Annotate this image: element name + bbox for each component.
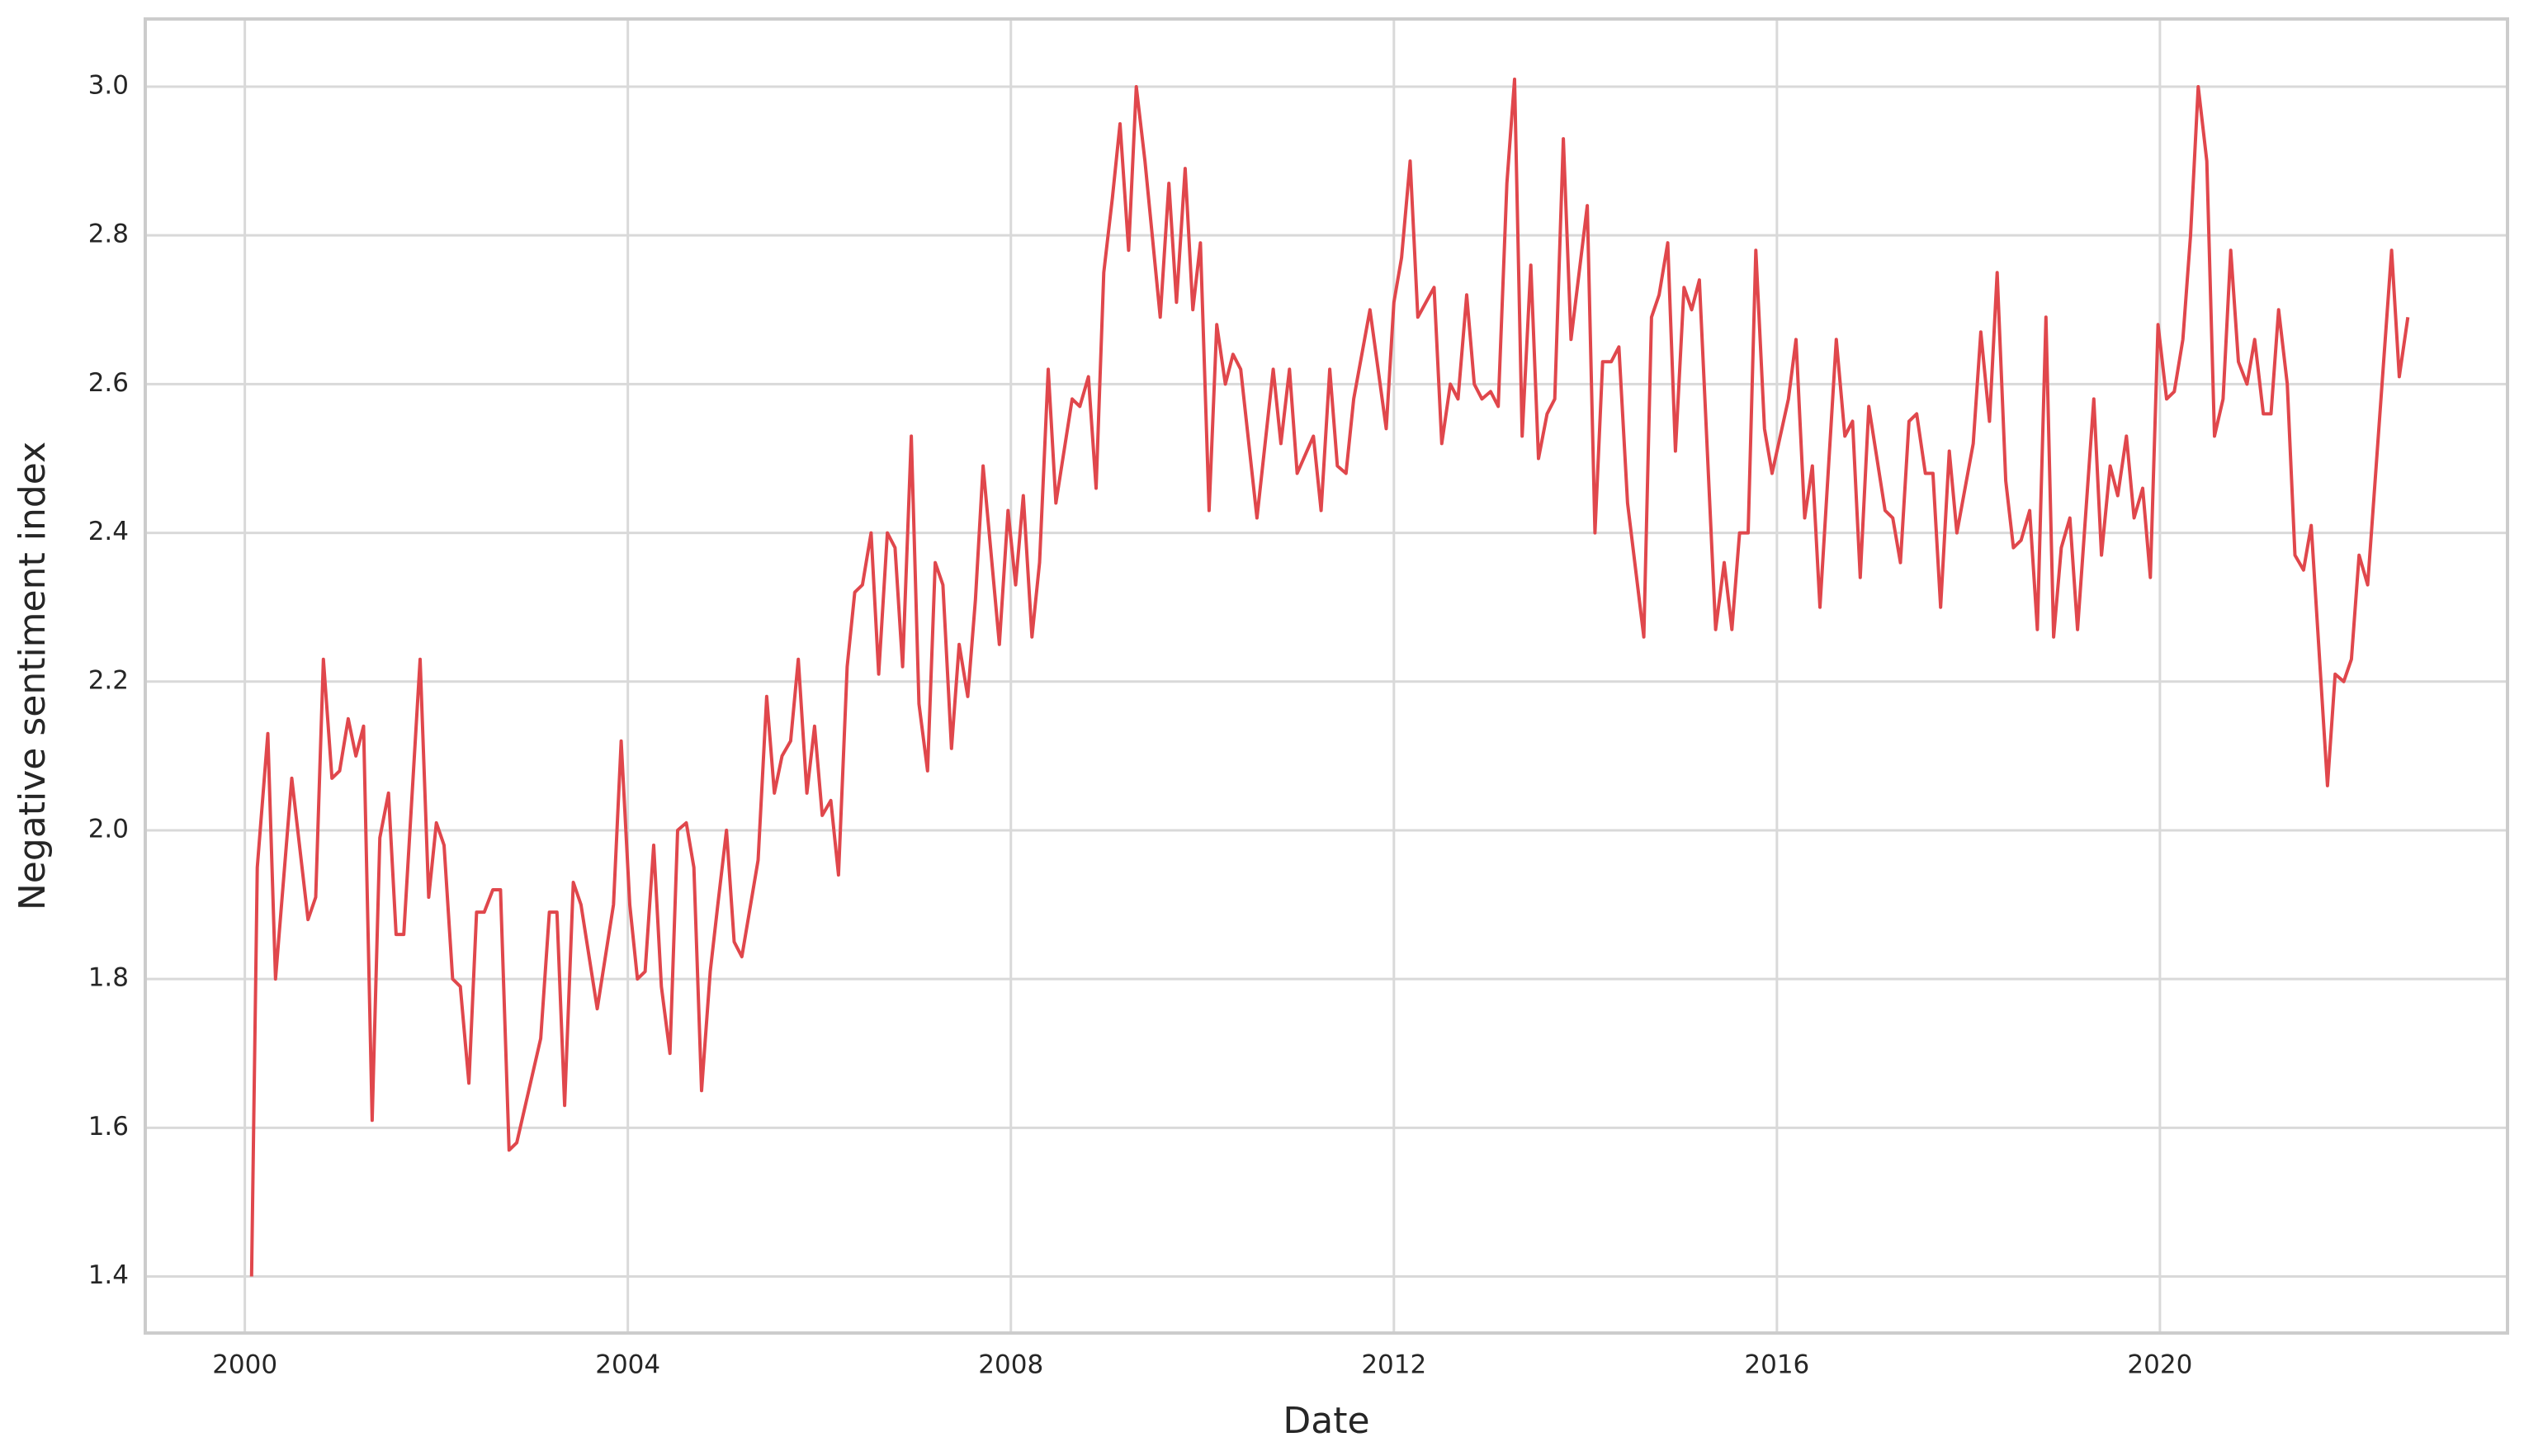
plot-frame [144,17,2509,1335]
x-axis-title: Date [1283,1400,1369,1442]
y-tick-label: 2.0 [88,814,129,844]
x-tick-label: 2004 [595,1350,660,1380]
y-tick-label: 1.6 [88,1112,129,1142]
y-tick-label: 2.2 [88,665,129,695]
x-tick-label: 2008 [978,1350,1043,1380]
x-tick-label: 2000 [212,1350,277,1380]
y-tick-label: 1.4 [88,1260,129,1290]
y-tick-label: 2.8 [88,220,129,249]
y-tick-label: 2.6 [88,368,129,398]
y-tick-label: 1.8 [88,963,129,993]
x-tick-label: 2020 [2127,1350,2192,1380]
data-line [249,78,2410,1277]
x-tick-label: 2016 [1744,1350,1809,1380]
y-axis-title: Negative sentiment index [12,442,54,910]
x-tick-label: 2012 [1361,1350,1426,1380]
grid [145,19,2507,1333]
y-tick-label: 2.4 [88,517,129,546]
y-tick-label: 3.0 [88,70,129,100]
